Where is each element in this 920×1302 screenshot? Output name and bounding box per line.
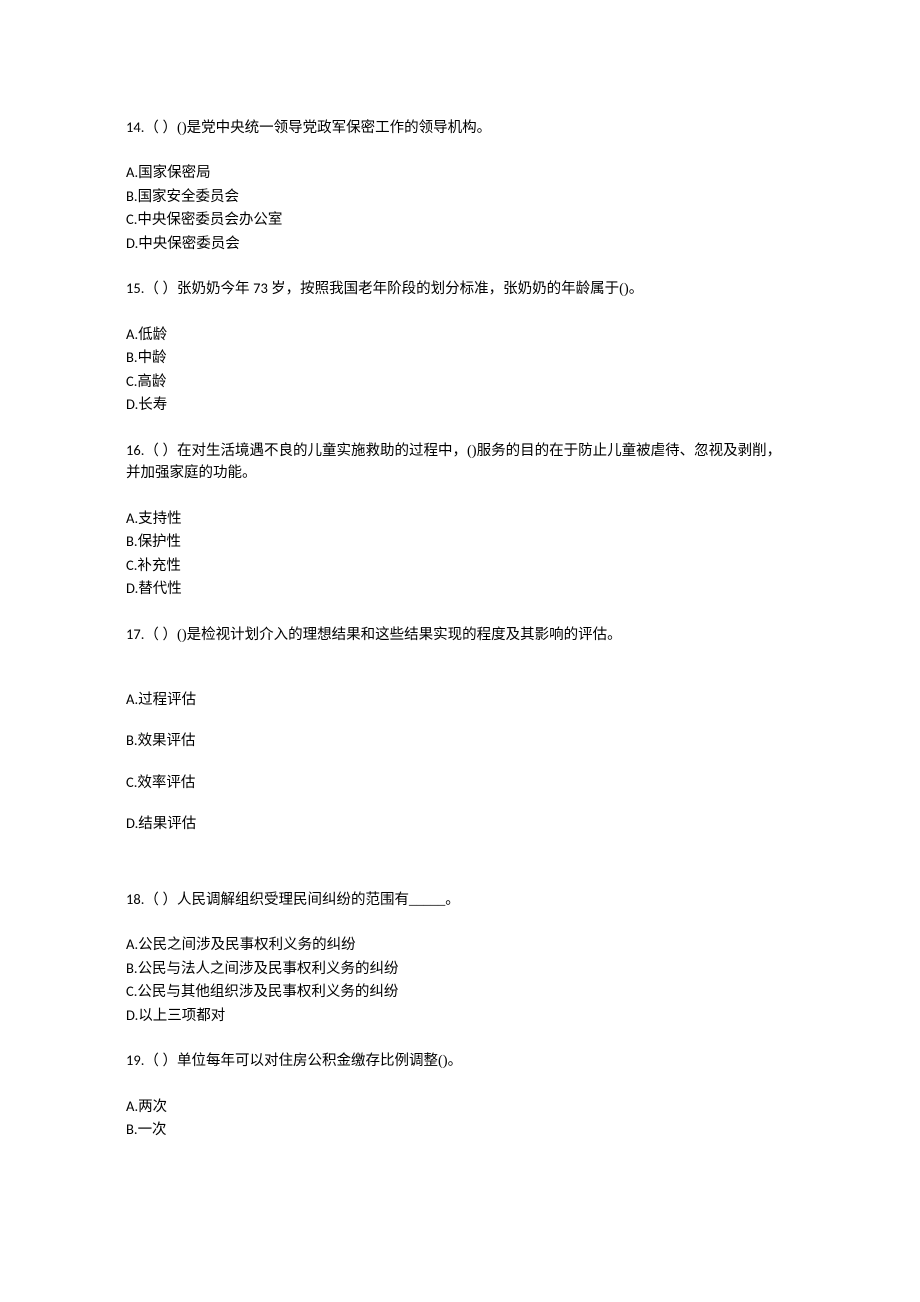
question-content: ()是检视计划介入的理想结果和这些结果实现的程度及其影响的评估。 [177,627,622,643]
question-number: 19. [126,1051,144,1069]
question-16-text: 16.（ ）在对生活境遇不良的儿童实施救助的过程中，()服务的目的在于防止儿童被… [126,439,794,485]
question-14-options: A.国家保密局 B.国家安全委员会 C.中央保密委员会办公室 D.中央保密委员会 [126,161,794,255]
question-prefix: （ ） [144,1053,177,1069]
question-number: 14. [126,118,144,136]
question-prefix: （ ） [144,627,177,643]
question-15-options: A.低龄 B.中龄 C.高龄 D.长寿 [126,323,794,417]
question-19-options: A.两次 B.一次 [126,1095,794,1142]
option-a: A.过程评估 [126,688,794,711]
option-a: A.两次 [126,1095,794,1118]
question-content-after: 岁，按照我国老年阶段的划分标准，张奶奶的年龄属于()。 [271,281,643,297]
option-a: A.支持性 [126,507,794,530]
question-17: 17.（ ）()是检视计划介入的理想结果和这些结果实现的程度及其影响的评估。 A… [126,623,794,836]
question-16-options: A.支持性 B.保护性 C.补充性 D.替代性 [126,507,794,601]
option-a: A.国家保密局 [126,161,794,184]
option-b: B.中龄 [126,346,794,369]
question-15-text: 15.（ ）张奶奶今年 73 岁，按照我国老年阶段的划分标准，张奶奶的年龄属于(… [126,277,794,300]
option-b: B.公民与法人之间涉及民事权利义务的纠纷 [126,957,794,980]
question-18: 18.（ ）人民调解组织受理民间纠纷的范围有_____。 A.公民之间涉及民事权… [126,888,794,1027]
question-18-text: 18.（ ）人民调解组织受理民间纠纷的范围有_____。 [126,888,794,911]
option-c: C.补充性 [126,554,794,577]
option-b: B.效果评估 [126,729,794,752]
question-content: ()是党中央统一领导党政军保密工作的领导机构。 [177,120,491,136]
question-prefix: （ ） [144,281,177,297]
option-d: D.结果评估 [126,812,794,835]
option-c: C.效率评估 [126,771,794,794]
question-content: 人民调解组织受理民间纠纷的范围有_____。 [177,892,460,908]
question-content-before: 张奶奶今年 [177,281,253,297]
question-16: 16.（ ）在对生活境遇不良的儿童实施救助的过程中，()服务的目的在于防止儿童被… [126,439,794,601]
question-prefix: （ ） [144,443,177,459]
question-15: 15.（ ）张奶奶今年 73 岁，按照我国老年阶段的划分标准，张奶奶的年龄属于(… [126,277,794,416]
option-d: D.中央保密委员会 [126,232,794,255]
option-c: C.公民与其他组织涉及民事权利义务的纠纷 [126,980,794,1003]
option-d: D.长寿 [126,393,794,416]
option-d: D.替代性 [126,577,794,600]
spacer [126,858,794,888]
option-a: A.低龄 [126,323,794,346]
question-content: 单位每年可以对住房公积金缴存比例调整()。 [177,1053,462,1069]
option-c: C.中央保密委员会办公室 [126,208,794,231]
option-c: C.高龄 [126,370,794,393]
question-17-options: A.过程评估 B.效果评估 C.效率评估 D.结果评估 [126,688,794,836]
option-b: B.一次 [126,1118,794,1141]
question-number: 17. [126,625,144,643]
option-a: A.公民之间涉及民事权利义务的纠纷 [126,933,794,956]
question-19-text: 19.（ ）单位每年可以对住房公积金缴存比例调整()。 [126,1049,794,1072]
question-prefix: （ ） [144,892,177,908]
question-prefix: （ ） [144,120,177,136]
option-b: B.国家安全委员会 [126,185,794,208]
question-17-text: 17.（ ）()是检视计划介入的理想结果和这些结果实现的程度及其影响的评估。 [126,623,794,646]
question-14-text: 14.（ ）()是党中央统一领导党政军保密工作的领导机构。 [126,116,794,139]
option-b: B.保护性 [126,530,794,553]
question-number: 16. [126,441,144,459]
option-d: D.以上三项都对 [126,1004,794,1027]
question-18-options: A.公民之间涉及民事权利义务的纠纷 B.公民与法人之间涉及民事权利义务的纠纷 C… [126,933,794,1027]
question-14: 14.（ ）()是党中央统一领导党政军保密工作的领导机构。 A.国家保密局 B.… [126,116,794,255]
question-number-inline: 73 [253,279,271,297]
question-19: 19.（ ）单位每年可以对住房公积金缴存比例调整()。 A.两次 B.一次 [126,1049,794,1141]
question-content: 在对生活境遇不良的儿童实施救助的过程中，()服务的目的在于防止儿童被虐待、忽视及… [126,443,781,481]
question-number: 15. [126,279,144,297]
question-number: 18. [126,890,144,908]
